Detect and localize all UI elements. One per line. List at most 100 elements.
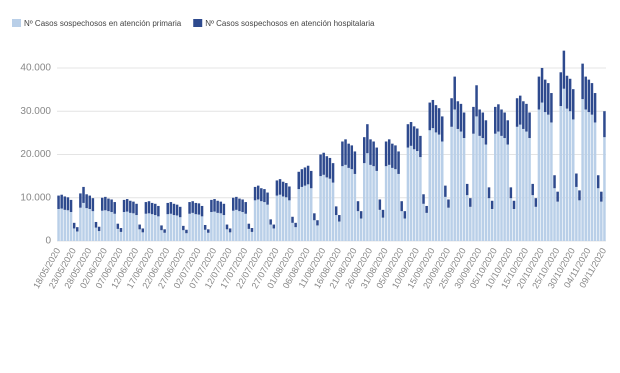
bar-segment xyxy=(562,50,566,89)
bar-segment xyxy=(456,128,460,241)
bar-segment xyxy=(166,202,169,215)
bar-segment xyxy=(79,207,82,241)
bar-segment xyxy=(487,198,491,241)
bar-segment xyxy=(462,138,466,241)
bar-segment xyxy=(141,232,145,241)
bar-segment xyxy=(328,178,332,241)
bar-segment xyxy=(334,206,338,216)
bar-segment xyxy=(157,216,160,241)
bar-segment xyxy=(431,128,435,241)
bar-segment xyxy=(231,197,235,211)
bar-segment xyxy=(522,128,525,241)
bar-segment xyxy=(556,191,559,202)
bar-segment xyxy=(575,173,578,187)
y-tick-label: 10.000 xyxy=(20,192,51,203)
bar-segment xyxy=(200,216,204,241)
bar-segment xyxy=(138,229,141,241)
bar-segment xyxy=(366,153,369,241)
bar-segment xyxy=(285,183,288,198)
bar-segment xyxy=(503,138,506,241)
bar-segment xyxy=(416,128,419,152)
bar-segment xyxy=(119,231,123,241)
legend-swatch xyxy=(193,19,203,27)
bar-segment xyxy=(434,105,438,133)
bar-segment xyxy=(144,213,148,241)
bar-segment xyxy=(69,199,73,213)
bar-segment xyxy=(263,202,266,241)
bar-segment xyxy=(353,173,357,241)
bar-segment xyxy=(487,187,491,199)
bar-segment xyxy=(478,109,481,136)
bar-segment xyxy=(490,208,494,241)
bar-segment xyxy=(178,206,182,218)
bar-segment xyxy=(222,215,226,241)
bar-segment xyxy=(203,229,207,241)
bar-segment xyxy=(528,112,531,139)
bar-segment xyxy=(534,206,538,241)
bar-segment xyxy=(484,144,488,241)
bar-segment xyxy=(107,198,110,212)
bar-segment xyxy=(534,198,538,207)
bar-segment xyxy=(154,203,157,216)
bar-segment xyxy=(469,198,472,207)
bar-segment xyxy=(313,220,316,241)
bar-segment xyxy=(456,101,460,129)
bar-segment xyxy=(141,228,145,233)
bar-segment xyxy=(596,175,600,189)
bar-segment xyxy=(381,209,385,218)
bar-segment xyxy=(537,76,541,110)
bar-segment xyxy=(85,194,88,209)
bar-segment xyxy=(154,215,157,241)
bar-segment xyxy=(537,109,541,241)
bar-segment xyxy=(571,89,575,120)
bar-segment xyxy=(578,200,581,241)
bar-segment xyxy=(465,183,469,196)
bar-segment xyxy=(444,196,447,241)
bar-segment xyxy=(256,199,260,241)
bar-segment xyxy=(384,141,388,167)
bar-segment xyxy=(422,194,425,204)
bar-segment xyxy=(266,192,269,205)
bar-segment xyxy=(79,193,82,208)
bar-segment xyxy=(394,169,397,241)
bar-segment xyxy=(72,222,76,229)
bar-segment xyxy=(129,212,132,241)
bar-segment xyxy=(375,170,378,241)
bar-segment xyxy=(515,126,519,241)
bar-segment xyxy=(587,112,591,241)
bar-segment xyxy=(531,195,534,241)
bar-segment xyxy=(185,233,188,241)
bar-segment xyxy=(481,112,485,139)
bar-segment xyxy=(200,205,204,217)
bar-segment xyxy=(459,103,463,132)
bar-segment xyxy=(406,147,410,241)
bar-segment xyxy=(450,126,453,241)
bar-segment xyxy=(603,111,606,138)
bar-segment xyxy=(244,202,247,214)
bar-segment xyxy=(97,231,101,241)
bar-segment xyxy=(391,143,394,168)
bar-segment xyxy=(247,228,251,241)
bar-segment xyxy=(419,135,422,158)
bar-segment xyxy=(331,163,335,183)
bar-segment xyxy=(216,200,219,213)
bar-segment xyxy=(425,212,428,241)
bar-segment xyxy=(104,196,107,211)
y-tick-label: 0 xyxy=(45,236,51,247)
bar-segment xyxy=(119,228,123,232)
bar-segment xyxy=(228,228,232,233)
bar-segment xyxy=(350,145,354,170)
y-tick-label: 20.000 xyxy=(20,149,51,160)
bar-segment xyxy=(316,225,319,241)
bar-segment xyxy=(281,196,285,241)
bar-segment xyxy=(191,201,194,213)
bar-segment xyxy=(428,102,432,131)
bar-segment xyxy=(138,224,141,230)
bar-segment xyxy=(294,222,297,228)
bar-segment xyxy=(147,201,151,214)
bar-segment xyxy=(66,210,70,241)
bar-segment xyxy=(378,199,382,210)
bar-segment xyxy=(213,199,216,212)
bar-segment xyxy=(387,139,391,165)
bar-segment xyxy=(300,186,304,241)
